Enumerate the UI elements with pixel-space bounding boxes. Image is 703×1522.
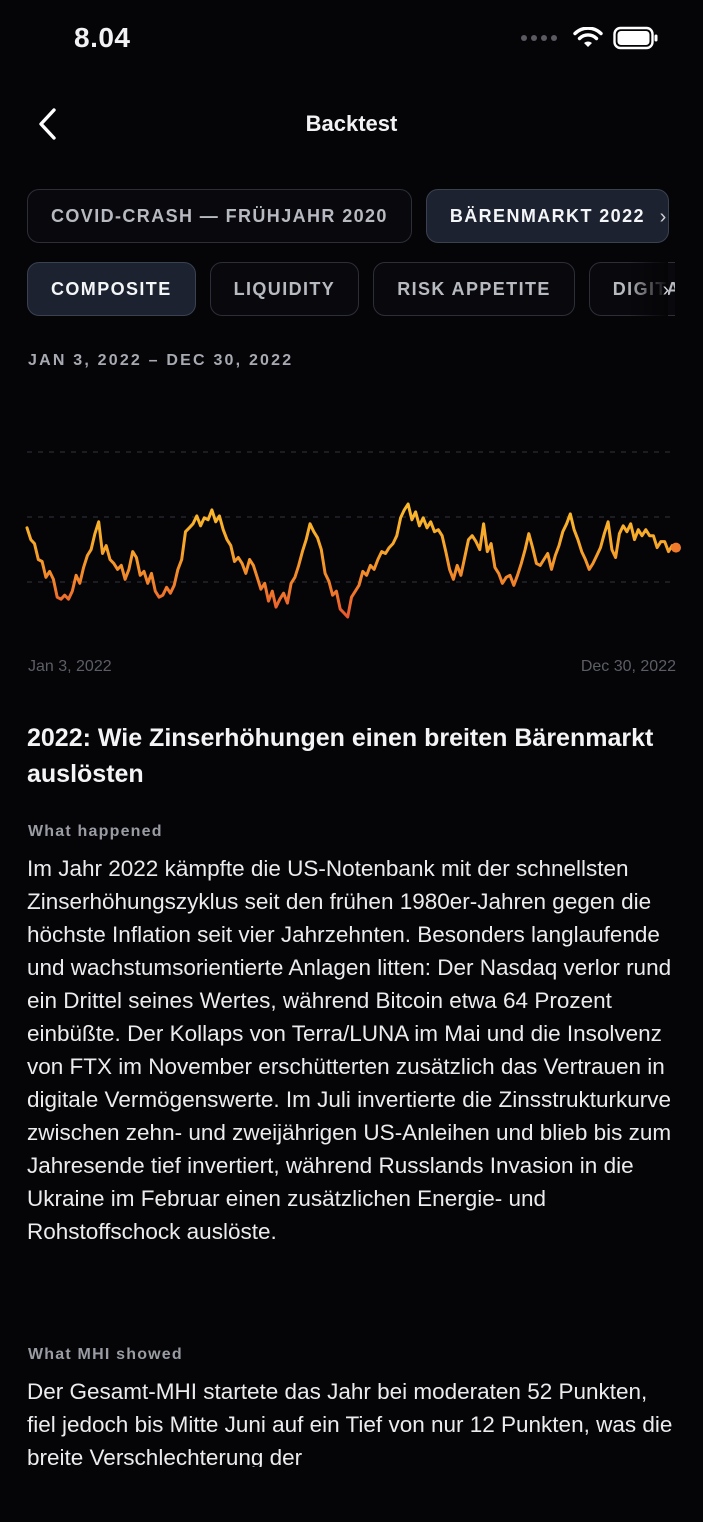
tab-composite[interactable]: COMPOSITE xyxy=(27,262,196,316)
page-title: Backtest xyxy=(305,111,398,136)
cellular-signal-icon xyxy=(521,35,557,41)
status-bar: 8.04 xyxy=(0,0,703,80)
battery-icon xyxy=(613,26,658,50)
article-headline: 2022: Wie Zinserhöhungen einen breiten B… xyxy=(27,724,654,788)
wifi-icon xyxy=(573,27,603,47)
x-axis-end-label: Dec 30, 2022 xyxy=(580,658,676,675)
date-range-label: JAN 3, 2022 – DEC 30, 2022 xyxy=(28,352,294,369)
composite-line-chart xyxy=(25,451,681,619)
status-icons xyxy=(521,26,659,50)
metric-tabs[interactable]: COMPOSITE LIQUIDITY RISK APPETITE DIGITA… xyxy=(27,262,675,318)
status-time: 8.04 xyxy=(74,22,131,53)
x-axis-start-label: Jan 3, 2022 xyxy=(28,658,112,675)
metric-fade-overlay xyxy=(628,262,668,318)
tab-liquidity[interactable]: LIQUIDITY xyxy=(209,262,360,316)
tab-baerenmarkt-2022[interactable]: BÄRENMARKT 2022 xyxy=(425,189,669,243)
scenario-tabs[interactable]: COVID-CRASH — FRÜHJAHR 2020 BÄRENMARKT 2… xyxy=(27,189,675,245)
what-mhi-showed-label: What MHI showed xyxy=(28,1346,183,1363)
what-happened-label: What happened xyxy=(28,823,163,840)
what-mhi-showed-text: Der Gesamt-MHI startete das Jahr bei mod… xyxy=(27,1379,673,1467)
metric-scroll-chevron-right-icon[interactable]: › xyxy=(662,278,670,301)
what-happened-text: Im Jahr 2022 kämpfte die US-Notenbank mi… xyxy=(27,856,672,1244)
tab-covid-crash-2020[interactable]: COVID-CRASH — FRÜHJAHR 2020 xyxy=(27,189,412,243)
chevron-left-icon xyxy=(39,108,56,140)
tab-risk-appetite[interactable]: RISK APPETITE xyxy=(373,262,575,316)
nav-bar: Backtest xyxy=(0,92,703,156)
series-end-marker xyxy=(671,542,681,553)
scenario-scroll-chevron-right-icon[interactable]: › xyxy=(659,205,667,228)
back-button[interactable] xyxy=(28,104,68,144)
series-line xyxy=(25,502,678,619)
